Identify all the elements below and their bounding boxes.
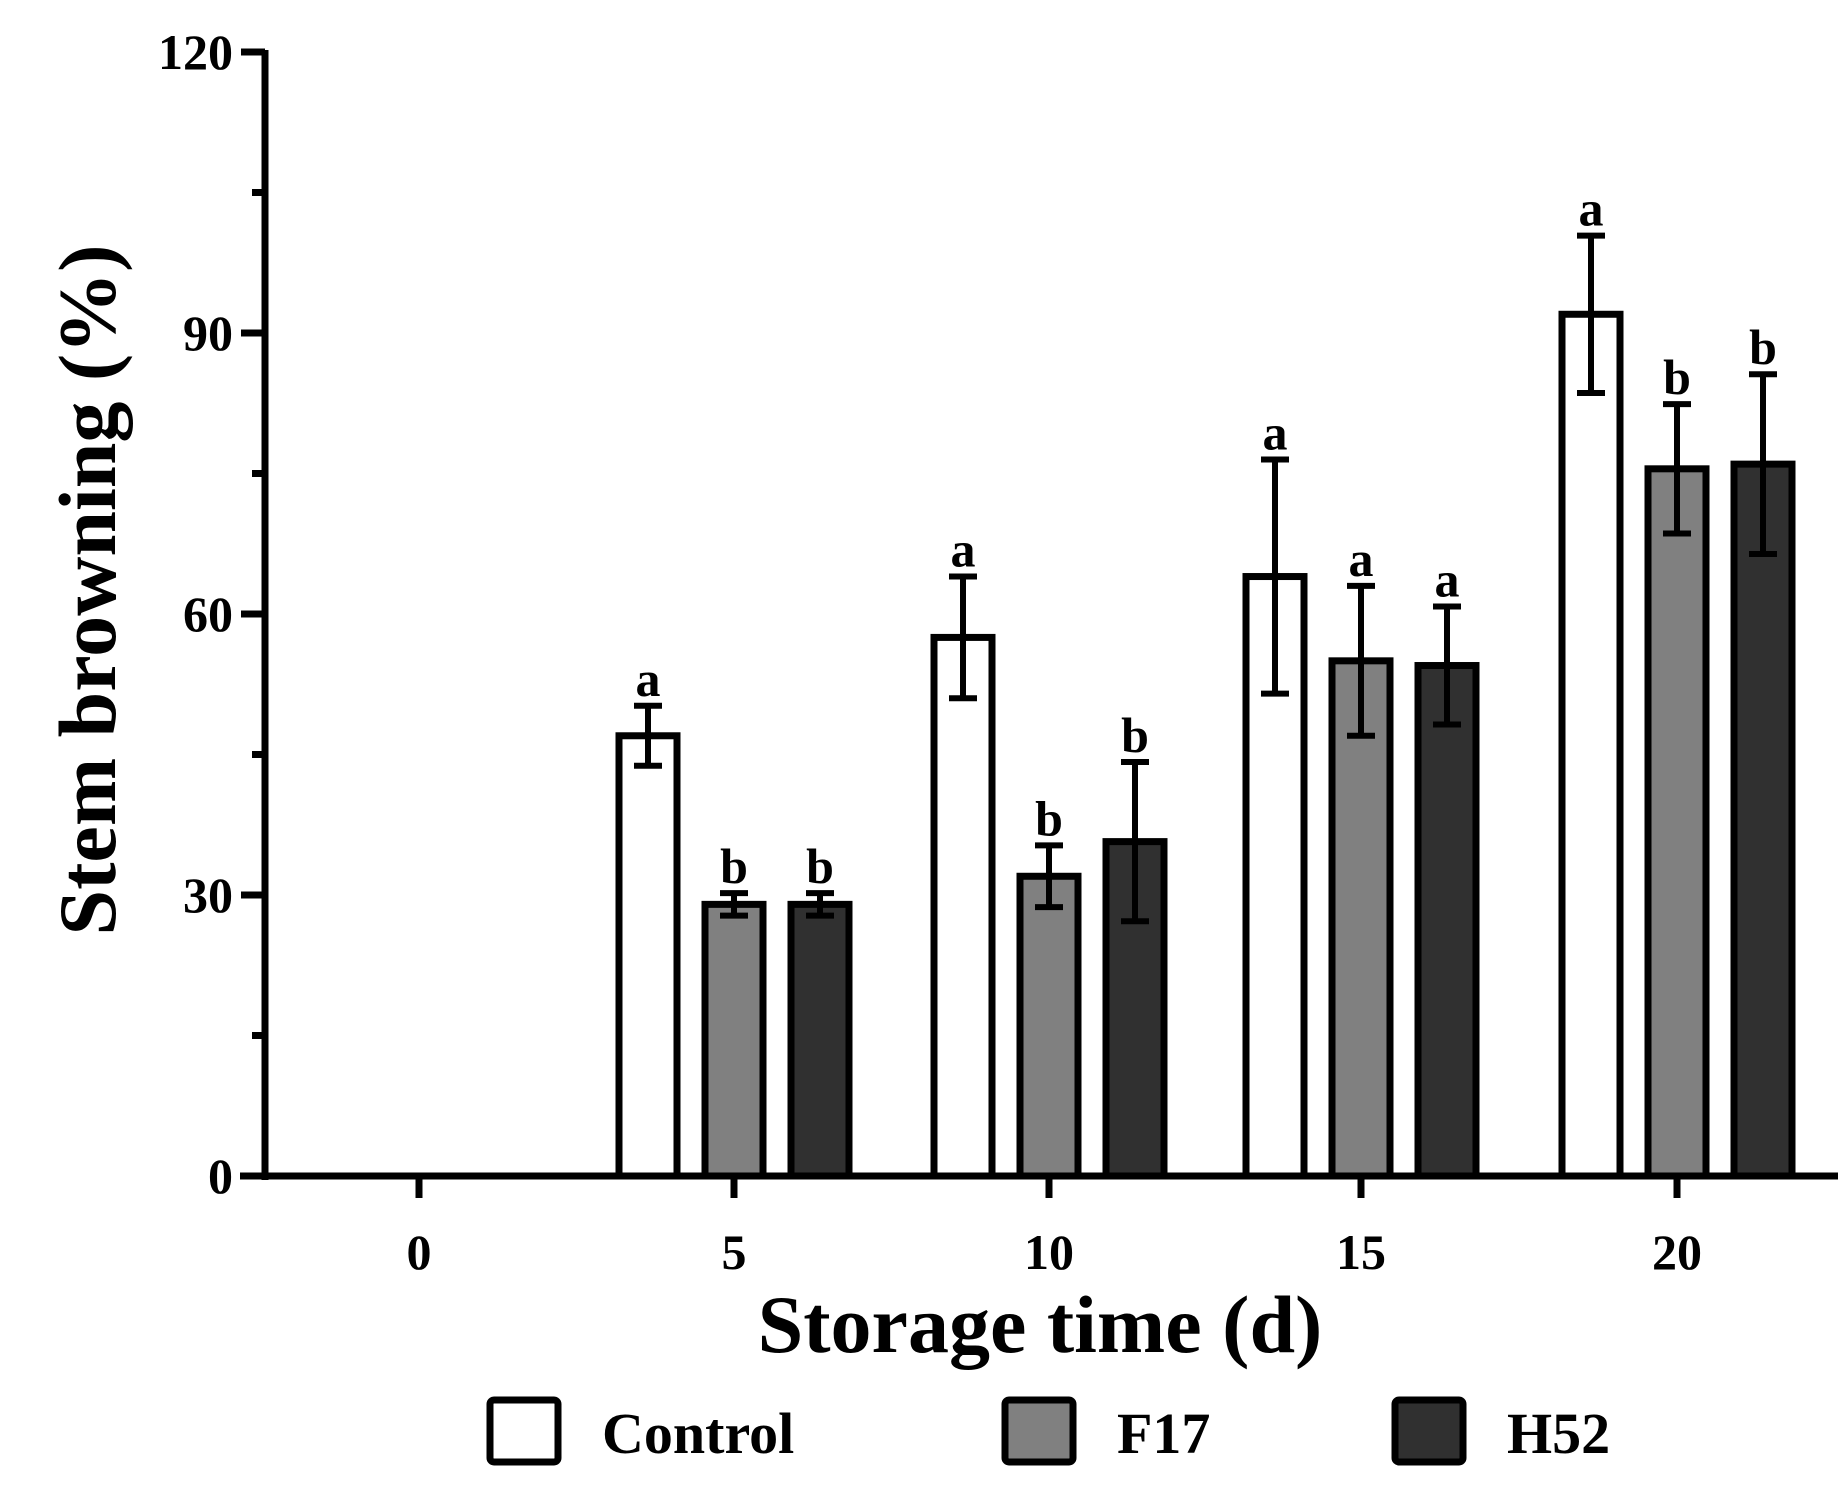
y-tick-label: 0: [208, 1148, 233, 1204]
bar: [1730, 460, 1796, 1180]
significance-letter: b: [720, 838, 748, 894]
legend-label: Control: [602, 1401, 794, 1466]
x-tick-label: 0: [407, 1224, 432, 1280]
bar-f17-day-5: b: [701, 838, 767, 1180]
bar-h52-day-10: b: [1102, 707, 1168, 1180]
bar-control-day-5: a: [615, 651, 681, 1180]
legend-item-f17: F17: [1001, 1396, 1210, 1466]
significance-letter: a: [1263, 404, 1288, 460]
significance-letter: b: [806, 838, 834, 894]
legend-swatch: [486, 1396, 562, 1466]
bar: [701, 900, 767, 1180]
significance-letter: a: [1579, 181, 1604, 237]
bar-f17-day-15: a: [1328, 531, 1394, 1180]
y-tick-label: 30: [183, 867, 233, 923]
legend-swatch: [1001, 1396, 1077, 1466]
significance-letter: b: [1035, 790, 1063, 846]
bar: [1644, 465, 1710, 1180]
bar-control-day-20: a: [1558, 181, 1624, 1180]
bar-control-day-15: a: [1242, 404, 1308, 1180]
x-axis-title: Storage time (d): [758, 1279, 1323, 1370]
significance-letter: b: [1663, 349, 1691, 405]
bar-f17-day-10: b: [1016, 790, 1082, 1180]
bar: [1558, 310, 1624, 1180]
bar: [615, 732, 681, 1180]
y-tick-label: 120: [158, 24, 233, 80]
bar: [1016, 872, 1082, 1180]
bars-layer: a a a a b b a b b b a b: [615, 181, 1796, 1180]
significance-letter: b: [1749, 319, 1777, 375]
y-axis-ticks: 0 30 60 90 120: [158, 24, 265, 1204]
x-tick-label: 15: [1336, 1224, 1386, 1280]
legend-label: H52: [1507, 1401, 1610, 1466]
legend-label: F17: [1117, 1401, 1210, 1466]
significance-letter: a: [1349, 531, 1374, 587]
y-tick-label: 90: [183, 305, 233, 361]
y-axis-title: Stem browning (%): [42, 245, 133, 936]
bar: [1414, 662, 1480, 1180]
x-tick-label: 5: [722, 1224, 747, 1280]
bar-f17-day-20: b: [1644, 349, 1710, 1180]
bar-h52-day-5: b: [787, 838, 853, 1180]
bar-control-day-10: a: [930, 522, 996, 1180]
bar: [930, 633, 996, 1180]
significance-letter: b: [1121, 707, 1149, 763]
legend-swatch: [1391, 1396, 1467, 1466]
bar-h52-day-15: a: [1414, 552, 1480, 1180]
significance-letter: a: [951, 522, 976, 578]
legend-item-control: Control: [486, 1396, 794, 1466]
legend: Control F17 H52: [486, 1396, 1610, 1466]
x-tick-label: 10: [1024, 1224, 1074, 1280]
significance-letter: a: [636, 651, 661, 707]
legend-item-h52: H52: [1391, 1396, 1610, 1466]
x-axis-ticks: 0 5 10 15 20: [407, 1176, 1702, 1280]
bar: [787, 900, 853, 1180]
x-tick-label: 20: [1652, 1224, 1702, 1280]
bar-h52-day-20: b: [1730, 319, 1796, 1180]
y-tick-label: 60: [183, 586, 233, 642]
significance-letter: a: [1435, 552, 1460, 608]
